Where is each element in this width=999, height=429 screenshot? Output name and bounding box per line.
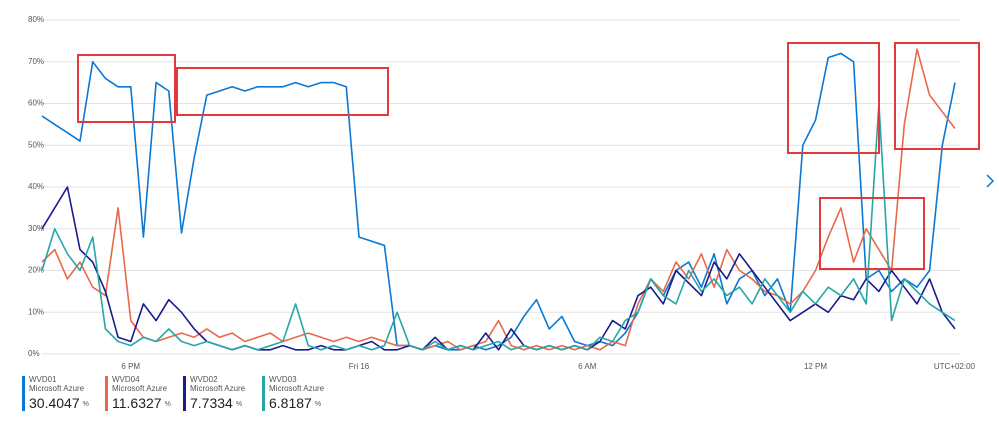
legend-summary: 7.7334 (190, 395, 233, 411)
legend-value: 6.8187% (269, 395, 321, 411)
y-tick-label: 40% (28, 182, 44, 191)
legend-source: Microsoft Azure (29, 384, 85, 393)
series-line (41, 186, 956, 351)
highlight-box (819, 197, 925, 270)
legend-unit: % (315, 401, 321, 408)
legend-swatch (262, 376, 265, 411)
plot-area: 0% 10% 20% 30% 40% 50% 60% 70% 80% 6 PM Fri 16 6 AM… (28, 15, 960, 371)
highlight-box (176, 67, 389, 116)
legend-summary: 11.6327 (112, 395, 162, 411)
y-tick-label: 20% (28, 266, 44, 275)
legend-swatch (105, 376, 108, 411)
x-tick-label: 6 AM (578, 362, 597, 371)
legend-unit: % (236, 401, 242, 408)
legend-name: WVD03 (269, 375, 297, 384)
y-tick-label: 80% (28, 15, 44, 24)
legend-swatch (22, 376, 25, 411)
legend-source: Microsoft Azure (269, 384, 325, 393)
legend-value: 7.7334% (190, 395, 242, 411)
legend-summary: 6.8187 (269, 395, 312, 411)
legend-name: WVD02 (190, 375, 218, 384)
y-tick-label: 10% (28, 307, 44, 316)
y-tick-label: 0% (28, 349, 40, 358)
timezone-label: UTC+02:00 (934, 362, 976, 371)
y-tick-label: 70% (28, 57, 44, 66)
highlight-box (77, 54, 176, 123)
y-tick-label: 50% (28, 140, 44, 149)
y-tick-label: 60% (28, 99, 44, 108)
legend-value: 11.6327% (112, 395, 171, 411)
x-tick-label: 6 PM (121, 362, 140, 371)
legend-source: Microsoft Azure (190, 384, 246, 393)
legend-unit: % (165, 401, 171, 408)
x-tick-label: 12 PM (804, 362, 827, 371)
legend-summary: 30.4047 (29, 395, 80, 411)
x-tick-label: Fri 16 (349, 362, 370, 371)
series-line (41, 52, 956, 351)
highlight-box (894, 42, 980, 150)
legend-source: Microsoft Azure (112, 384, 168, 393)
highlight-box (787, 42, 880, 154)
legend-swatch (183, 376, 186, 411)
y-tick-label: 30% (28, 224, 44, 233)
legend-value: 30.4047% (29, 395, 89, 411)
legend-name: WVD04 (112, 375, 140, 384)
legend-unit: % (83, 401, 89, 408)
legend-name: WVD01 (29, 375, 57, 384)
series-line (41, 102, 956, 351)
next-arrow[interactable] (986, 174, 995, 188)
